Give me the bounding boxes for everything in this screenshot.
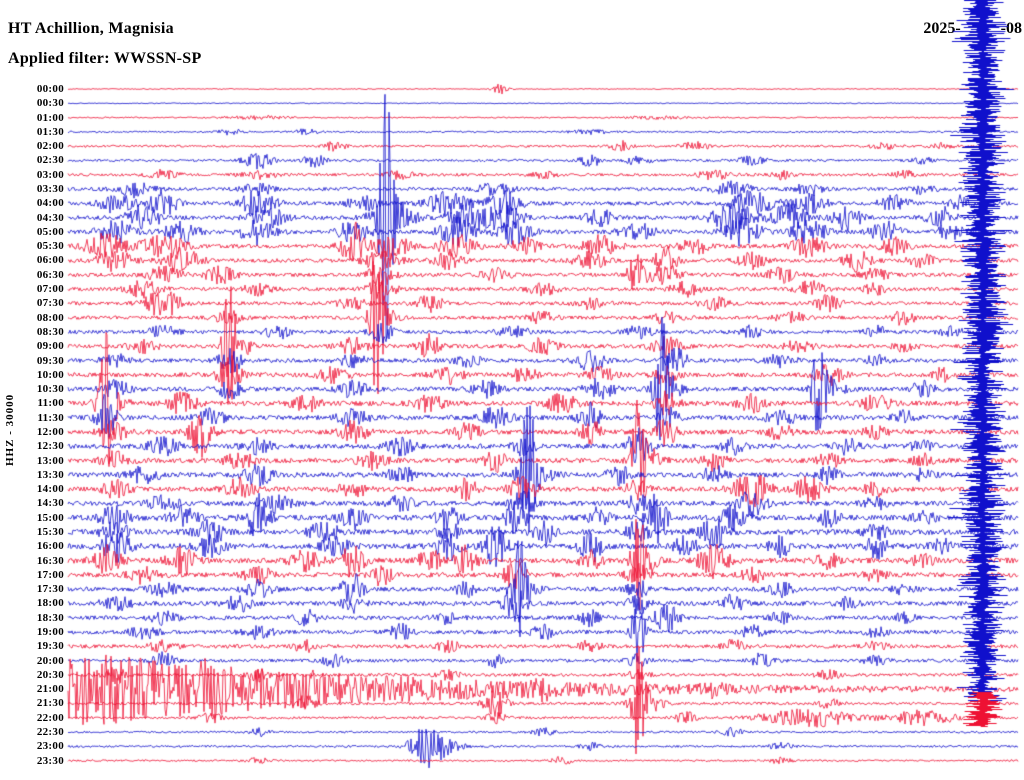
time-label: 12:00 (36, 425, 64, 438)
time-label: 00:30 (36, 97, 64, 110)
time-label: 10:00 (36, 368, 64, 381)
time-label: 19:30 (36, 640, 64, 653)
time-label: 02:30 (36, 154, 64, 167)
time-label: 13:30 (36, 468, 64, 481)
time-label: 23:00 (36, 740, 64, 753)
time-label: 13:00 (36, 454, 64, 467)
time-label: 17:00 (36, 568, 64, 581)
time-label: 22:00 (36, 711, 64, 724)
time-label: 14:30 (36, 497, 64, 510)
time-label: 15:30 (36, 525, 64, 538)
date-label: 2025- -08 (923, 20, 1022, 38)
time-label: 14:00 (36, 483, 64, 496)
time-label: 18:00 (36, 597, 64, 610)
time-axis: 00:00 00:30 01:00 01:30 02:00 02:30 03:00 03:30… (0, 0, 68, 780)
time-label: 19:00 (36, 626, 64, 639)
time-label: 05:00 (36, 225, 64, 238)
time-label: 09:30 (36, 354, 64, 367)
date-prefix: 2025- (923, 20, 961, 37)
time-label: 06:00 (36, 254, 64, 267)
time-label: 15:00 (36, 511, 64, 524)
time-label: 11:30 (37, 411, 64, 424)
time-label: 02:00 (36, 140, 64, 153)
time-label: 20:30 (36, 668, 64, 681)
time-label: 01:00 (36, 111, 64, 124)
time-label: 10:30 (36, 383, 64, 396)
time-label: 12:30 (36, 440, 64, 453)
time-label: 08:30 (36, 325, 64, 338)
time-label: 04:00 (36, 197, 64, 210)
time-label: 00:00 (36, 83, 64, 95)
time-label: 07:00 (36, 283, 64, 296)
time-label: 09:00 (36, 340, 64, 353)
time-label: 23:30 (36, 754, 64, 767)
time-label: 17:30 (36, 583, 64, 596)
time-label: 06:30 (36, 268, 64, 281)
time-label: 03:00 (36, 168, 64, 181)
time-label: 08:00 (36, 311, 64, 324)
time-label: 21:00 (36, 683, 64, 696)
time-label: 22:30 (36, 726, 64, 739)
time-label: 07:30 (36, 297, 64, 310)
time-label: 01:30 (36, 125, 64, 138)
time-label: 16:30 (36, 554, 64, 567)
time-label: 21:30 (36, 697, 64, 710)
time-label: 16:00 (36, 540, 64, 553)
time-label: 18:30 (36, 611, 64, 624)
time-label: 03:30 (36, 183, 64, 196)
time-label: 20:00 (36, 654, 64, 667)
time-label: 05:30 (36, 240, 64, 253)
date-suffix: -08 (1000, 20, 1022, 37)
time-label: 11:00 (37, 397, 64, 410)
time-label: 04:30 (36, 211, 64, 224)
